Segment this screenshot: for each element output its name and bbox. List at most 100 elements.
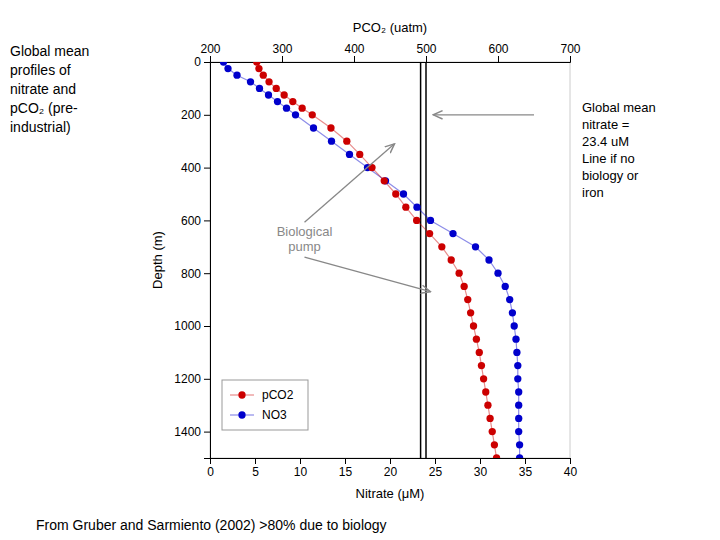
point bbox=[427, 217, 434, 224]
text-line: Global mean bbox=[582, 100, 656, 115]
point bbox=[513, 349, 520, 356]
point bbox=[486, 415, 493, 422]
point bbox=[461, 283, 468, 290]
tick-mark bbox=[204, 432, 210, 433]
point bbox=[472, 243, 479, 250]
tick-label: 400 bbox=[181, 161, 201, 175]
plot-frame bbox=[210, 62, 570, 458]
text-line: Line if no bbox=[582, 151, 635, 166]
tick-label: 700 bbox=[560, 42, 580, 56]
point bbox=[464, 296, 471, 303]
tick-label: 10 bbox=[294, 465, 308, 479]
point bbox=[484, 402, 491, 409]
point bbox=[281, 91, 288, 98]
tick: 0 bbox=[207, 458, 214, 479]
series-points bbox=[253, 62, 500, 458]
point bbox=[328, 138, 335, 145]
point bbox=[233, 72, 240, 79]
tick-label: 40 bbox=[564, 465, 578, 479]
series-points bbox=[220, 62, 523, 458]
tick: 300 bbox=[272, 42, 292, 62]
point bbox=[260, 72, 267, 79]
tick-label: 600 bbox=[181, 214, 201, 228]
tick-mark bbox=[570, 56, 571, 62]
point bbox=[413, 217, 420, 224]
tick: 1000 bbox=[174, 319, 210, 333]
point bbox=[265, 78, 272, 85]
point bbox=[309, 111, 316, 118]
tick-mark bbox=[255, 458, 256, 464]
tick: 400 bbox=[344, 42, 364, 62]
text-line: nitrate and bbox=[10, 81, 76, 97]
tick-label: 1400 bbox=[174, 425, 201, 439]
tick-label: 1200 bbox=[174, 372, 201, 386]
note: Global meannitrate =23.4 uMLine if nobio… bbox=[582, 100, 656, 200]
tick-mark bbox=[204, 115, 210, 116]
tick: 200 bbox=[200, 42, 220, 62]
tick-label: 600 bbox=[488, 42, 508, 56]
point bbox=[514, 375, 521, 382]
text-line: iron bbox=[582, 185, 604, 200]
point bbox=[438, 243, 445, 250]
reference-line bbox=[420, 62, 422, 458]
point bbox=[509, 309, 516, 316]
point bbox=[292, 111, 299, 118]
series-line bbox=[224, 62, 520, 458]
tick: 5 bbox=[252, 458, 259, 479]
text-line: biology or bbox=[582, 168, 639, 183]
reference-line bbox=[425, 62, 427, 458]
tick-mark bbox=[435, 458, 436, 464]
point bbox=[516, 454, 523, 458]
text-line: pump bbox=[288, 239, 321, 254]
point bbox=[489, 428, 496, 435]
point bbox=[255, 65, 262, 72]
point bbox=[220, 62, 227, 66]
text-line: 23.4 uM bbox=[582, 134, 629, 149]
axis-line bbox=[211, 459, 571, 465]
side-note: Global meanprofiles ofnitrate andpCO₂ (p… bbox=[10, 43, 89, 135]
point bbox=[310, 124, 317, 131]
point bbox=[343, 138, 350, 145]
point bbox=[511, 322, 518, 329]
tick: 10 bbox=[294, 458, 308, 479]
point bbox=[470, 322, 477, 329]
point bbox=[515, 415, 522, 422]
tick-mark bbox=[204, 62, 210, 63]
tick-mark bbox=[498, 56, 499, 62]
tick-mark bbox=[525, 458, 526, 464]
tick-mark bbox=[390, 458, 391, 464]
point bbox=[426, 230, 433, 237]
tick-label: 500 bbox=[416, 42, 436, 56]
tick: 25 bbox=[429, 458, 443, 479]
annotation-arrow bbox=[433, 114, 534, 115]
tick-label: 25 bbox=[429, 465, 443, 479]
tick: 800 bbox=[181, 267, 210, 281]
point bbox=[502, 283, 509, 290]
tick: 200 bbox=[181, 108, 210, 122]
point bbox=[247, 78, 254, 85]
tick-mark bbox=[426, 56, 427, 62]
point bbox=[516, 441, 523, 448]
point bbox=[356, 151, 363, 158]
point bbox=[274, 98, 281, 105]
chart: 0510152025303540200300400500600700020040… bbox=[0, 0, 720, 540]
point bbox=[289, 98, 296, 105]
x-axis: 0510152025303540 bbox=[207, 458, 577, 479]
point bbox=[493, 454, 500, 458]
tick-label: 0 bbox=[207, 465, 214, 479]
tick-mark bbox=[345, 458, 346, 464]
tick: 1400 bbox=[174, 425, 210, 439]
point bbox=[400, 190, 407, 197]
tick: 40 bbox=[564, 458, 578, 479]
point bbox=[514, 362, 521, 369]
tick: 500 bbox=[416, 42, 436, 62]
tick: 600 bbox=[488, 42, 508, 62]
tick-label: 5 bbox=[252, 465, 259, 479]
tick-mark bbox=[480, 458, 481, 464]
tick-label: 200 bbox=[181, 108, 201, 122]
tick: 400 bbox=[181, 161, 210, 175]
text-line: industrial) bbox=[10, 119, 71, 135]
y-axis: 0200400600800100012001400 bbox=[174, 55, 210, 458]
text-line: profiles of bbox=[10, 62, 71, 78]
axis-line bbox=[204, 63, 211, 459]
